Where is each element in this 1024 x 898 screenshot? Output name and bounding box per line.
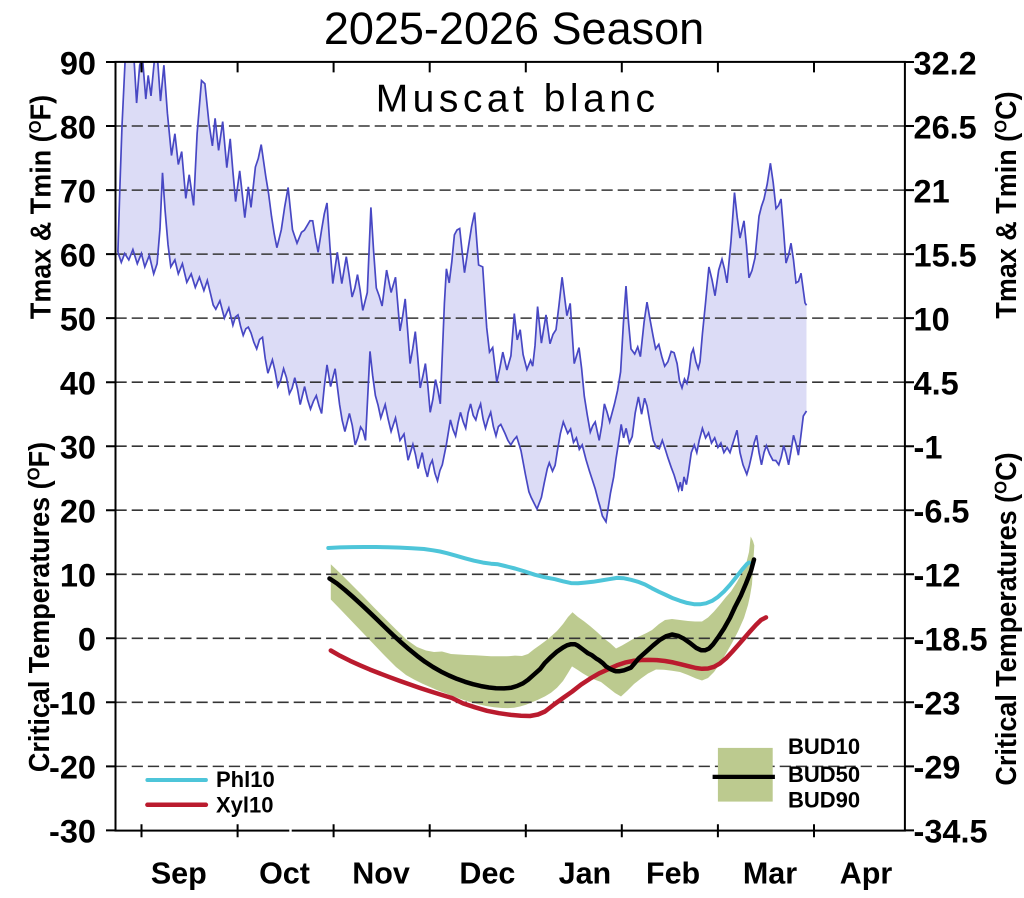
svg-text:10: 10	[60, 558, 96, 594]
svg-text:90: 90	[60, 45, 96, 81]
svg-text:-30: -30	[49, 814, 96, 850]
svg-text:4.5: 4.5	[914, 366, 959, 402]
svg-text:Feb: Feb	[646, 857, 700, 891]
svg-text:BUD90: BUD90	[788, 788, 860, 813]
svg-text:Sep: Sep	[151, 857, 207, 891]
svg-text:Mar: Mar	[743, 857, 797, 891]
svg-text:15.5: 15.5	[914, 237, 977, 273]
svg-text:Critical Temperatures (OF): Critical Temperatures (OF)	[23, 442, 55, 772]
svg-text:-20: -20	[49, 750, 96, 786]
svg-text:0: 0	[78, 622, 96, 658]
svg-text:40: 40	[60, 366, 96, 402]
svg-text:80: 80	[60, 109, 96, 145]
svg-text:Xyl10: Xyl10	[216, 793, 274, 818]
svg-text:Muscat blanc: Muscat blanc	[376, 78, 660, 121]
svg-text:-12: -12	[914, 558, 961, 594]
svg-text:-6.5: -6.5	[914, 494, 970, 530]
svg-text:Phl10: Phl10	[216, 767, 275, 792]
svg-text:30: 30	[60, 430, 96, 466]
svg-text:50: 50	[60, 301, 96, 337]
svg-text:-18.5: -18.5	[914, 622, 988, 658]
svg-text:60: 60	[60, 237, 96, 273]
svg-text:Oct: Oct	[259, 857, 310, 891]
svg-text:-29: -29	[914, 750, 961, 786]
svg-text:-1: -1	[914, 430, 943, 466]
svg-text:Nov: Nov	[352, 857, 410, 891]
svg-text:BUD10: BUD10	[788, 734, 860, 759]
svg-text:32.2: 32.2	[914, 45, 977, 81]
svg-text:-10: -10	[49, 686, 96, 722]
svg-text:BUD50: BUD50	[788, 762, 860, 787]
svg-text:10: 10	[914, 301, 950, 337]
svg-text:-23: -23	[914, 686, 961, 722]
svg-text:Critical Temperatures (OC): Critical Temperatures (OC)	[990, 452, 1022, 785]
svg-text:Jan: Jan	[559, 857, 612, 891]
svg-text:20: 20	[60, 494, 96, 530]
svg-text:-34.5: -34.5	[914, 814, 988, 850]
svg-text:70: 70	[60, 173, 96, 209]
svg-text:Apr: Apr	[840, 857, 893, 891]
svg-text:21: 21	[914, 173, 950, 209]
svg-text:2025-2026 Season: 2025-2026 Season	[324, 3, 704, 54]
svg-text:26.5: 26.5	[914, 109, 977, 145]
svg-text:Dec: Dec	[459, 857, 515, 891]
